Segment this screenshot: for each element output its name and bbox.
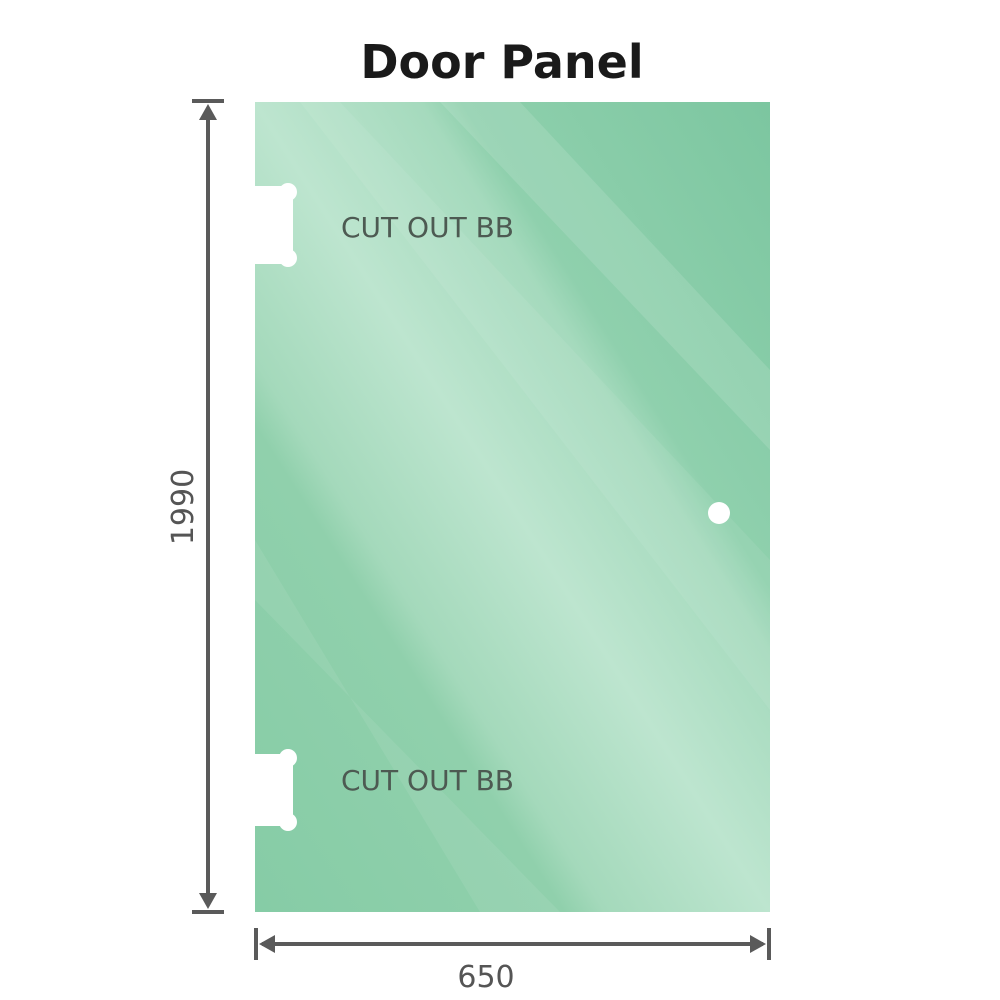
cutout-label-top: CUT OUT BB (341, 211, 514, 244)
width-dimension-line (254, 928, 771, 960)
glass-panel (255, 102, 770, 912)
cutout-top (250, 183, 297, 267)
handle-hole (708, 502, 730, 524)
height-dimension-line (192, 99, 224, 914)
width-label: 650 (457, 960, 514, 995)
page-title: Door Panel (360, 35, 643, 89)
cutout-bottom (250, 749, 297, 831)
cutout-label-bottom: CUT OUT BB (341, 764, 514, 797)
height-label: 1990 (166, 469, 201, 545)
